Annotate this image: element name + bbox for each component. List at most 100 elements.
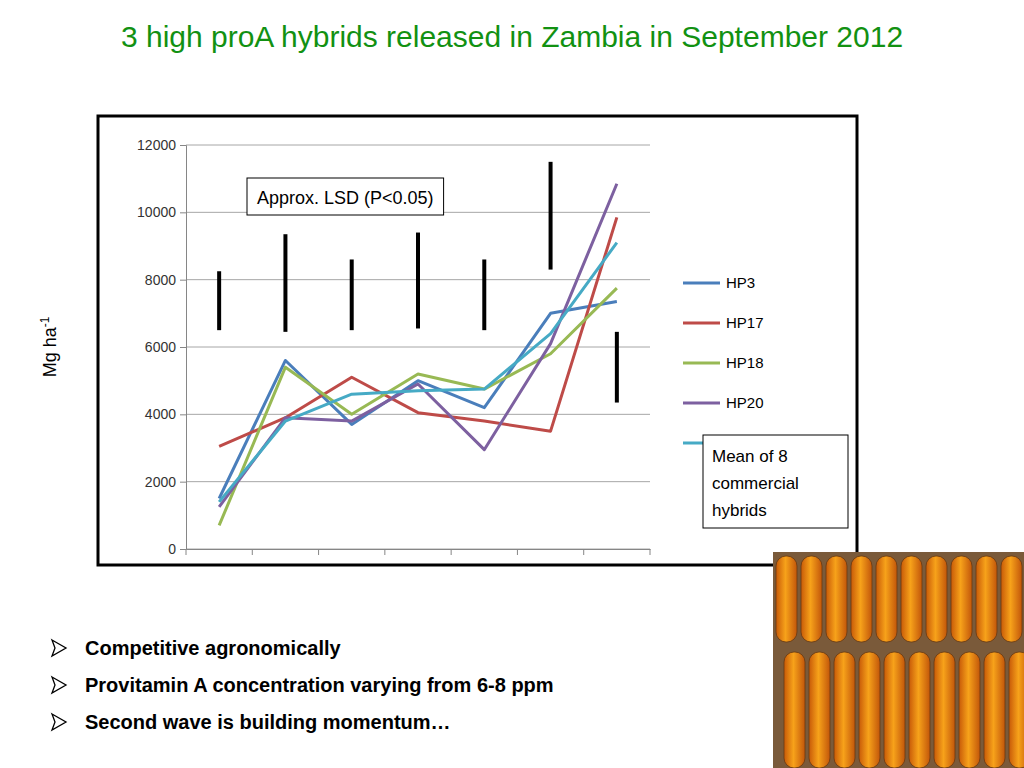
- legend-label: HP3: [726, 274, 755, 291]
- y-tick: 0: [168, 541, 186, 557]
- grid: [186, 145, 650, 549]
- annotation-text: Approx. LSD (P<0.05): [257, 188, 434, 208]
- x-edge-tick: [517, 549, 518, 555]
- y-axis-title: Mg ha-1: [38, 316, 60, 377]
- annotation-box: [247, 178, 444, 215]
- bullet-text: Second wave is building momentum…: [85, 711, 451, 733]
- y-tick-mark: [180, 212, 186, 213]
- photo-cob: [926, 556, 947, 642]
- photo-cob: [934, 652, 955, 768]
- photo-cob: [1001, 556, 1022, 642]
- x-edge-tick: [384, 549, 385, 555]
- legend-swatch: [683, 362, 720, 365]
- y-tick: 10000: [137, 204, 186, 220]
- y-tick-mark: [180, 549, 186, 550]
- y-tick: 4000: [145, 406, 186, 422]
- photo: [773, 552, 1024, 768]
- photo-cob: [809, 652, 830, 768]
- legend-item: HP3: [683, 274, 755, 291]
- photo-cob: [859, 652, 880, 768]
- lsd-bar: [217, 271, 221, 330]
- y-tick: 8000: [145, 272, 186, 288]
- bullet-text: Competitive agronomically: [85, 637, 341, 659]
- y-tick-label: 0: [168, 541, 176, 557]
- y-tick-mark: [180, 145, 186, 146]
- photo-cob: [776, 556, 797, 642]
- grid-line: [186, 549, 650, 550]
- lsd-bar: [350, 259, 354, 330]
- series-line: [219, 217, 617, 446]
- grid-line: [186, 347, 650, 348]
- legend-swatch: [683, 322, 720, 325]
- x-edge-tick: [451, 549, 452, 555]
- bullet-arrow: [52, 714, 66, 730]
- grid-line: [186, 145, 650, 146]
- series-line: [219, 184, 617, 507]
- y-axis-line: [180, 146, 187, 550]
- slide: 3 high proA hybrids released in Zambia i…: [0, 0, 1024, 768]
- y-tick: 2000: [145, 474, 186, 490]
- bullet-arrow: [52, 677, 66, 693]
- photo-cob: [976, 556, 997, 642]
- legend-label: HP17: [726, 314, 764, 331]
- lsd-bar: [482, 259, 486, 330]
- photo-cob: [784, 652, 805, 768]
- photo-cob: [951, 556, 972, 642]
- x-edge-tick: [318, 549, 319, 555]
- y-tick: 6000: [145, 339, 186, 355]
- photo-cob: [959, 652, 980, 768]
- y-tick-mark: [180, 482, 186, 483]
- legend-label: HP18: [726, 354, 764, 371]
- y-tick-label: 6000: [145, 339, 176, 355]
- y-tick-mark: [180, 347, 186, 348]
- x-edge-tick: [186, 549, 187, 555]
- lsd-bar: [416, 233, 420, 329]
- y-tick-label: 8000: [145, 272, 176, 288]
- annotation: Approx. LSD (P<0.05): [247, 178, 444, 215]
- y-tick: 12000: [137, 137, 186, 153]
- title: 3 high proA hybrids released in Zambia i…: [121, 20, 903, 53]
- legend-item: HP18: [683, 354, 764, 371]
- legend-item: Mean of 8commercialhybrids: [683, 435, 848, 528]
- photo-cob: [834, 652, 855, 768]
- x-edge-tick: [650, 549, 651, 555]
- photo-cob: [909, 652, 930, 768]
- photo-cob: [851, 556, 872, 642]
- x-edge-tick: [252, 549, 253, 555]
- photo-cob: [1009, 652, 1024, 768]
- lsd-bar: [549, 162, 553, 270]
- legend-item: HP20: [683, 394, 764, 411]
- y-tick-label: 12000: [137, 137, 176, 153]
- legend-swatch: [683, 402, 720, 405]
- photo-cob: [801, 556, 822, 642]
- chart-frame: [98, 116, 857, 565]
- bullets: Competitive agronomically Provitamin A co…: [52, 637, 554, 733]
- photo-cob: [901, 556, 922, 642]
- series-line: [219, 243, 617, 502]
- bullet-arrow: [52, 640, 66, 656]
- y-tick-mark: [180, 280, 186, 281]
- photo-cob: [884, 652, 905, 768]
- legend-label: Mean of 8commercialhybrids: [712, 447, 799, 520]
- bullet-text: Provitamin A concentration varying from …: [85, 674, 554, 696]
- lsd-bar: [615, 332, 619, 403]
- photo-cob: [876, 556, 897, 642]
- x-axis-line: [187, 549, 651, 550]
- lsd-bar: [283, 234, 287, 332]
- y-tick-label: 4000: [145, 406, 176, 422]
- x-axis: [186, 549, 651, 555]
- legend-item: HP17: [683, 314, 764, 331]
- legend-box: [703, 435, 848, 528]
- y-tick-label: 2000: [145, 474, 176, 490]
- photo-background: [773, 552, 1024, 768]
- legend-label: HP20: [726, 394, 764, 411]
- grid-line: [186, 481, 650, 482]
- legend-swatch: [683, 282, 720, 285]
- legend: HP3 HP17 HP18 HP20 Mean of 8commercialhybrid…: [683, 274, 848, 528]
- plot-marks: [219, 162, 617, 526]
- y-tick-label: 10000: [137, 204, 176, 220]
- y-tick-mark: [180, 414, 186, 415]
- x-edge-tick: [583, 549, 584, 555]
- photo-cob: [984, 652, 1005, 768]
- y-axis: 0 2000 4000 6000 8000 10000 12000: [137, 137, 186, 557]
